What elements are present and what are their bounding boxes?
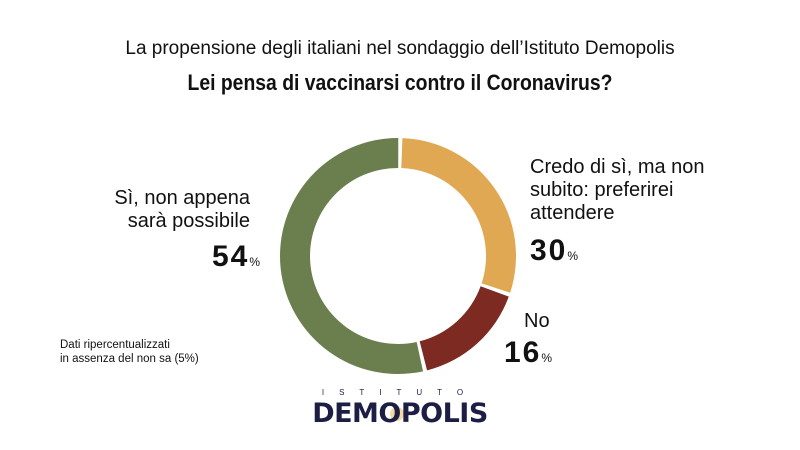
slice-label-no: No — [524, 310, 550, 332]
value: 16 — [504, 336, 542, 369]
slice-value-credo: 30% — [530, 234, 578, 273]
footnote-line: Dati ripercentualizzati — [60, 339, 170, 351]
slice-label-si: Sì, non appena sarà possibile — [114, 187, 250, 232]
footnote: Dati ripercentualizzati in assenza del n… — [60, 338, 199, 366]
unit: % — [249, 255, 260, 269]
footnote-line: in assenza del non sa (5%) — [60, 353, 199, 365]
chart-title: Lei pensa di vaccinarsi contro il Corona… — [187, 70, 613, 95]
donut-slice-1 — [419, 286, 509, 371]
logo-glow — [390, 407, 404, 421]
chart-subtitle: La propensione degli italiani nel sondag… — [125, 38, 675, 59]
donut-slice-2 — [279, 138, 424, 374]
slice-value-no: 16% — [504, 336, 552, 375]
slice-value-si: 54% — [150, 240, 260, 279]
value: 30 — [530, 234, 568, 267]
slice-label-credo: Credo di sì, ma non subito: preferirei a… — [530, 156, 705, 224]
logo-subtitle: ISTITUTO — [321, 388, 479, 397]
logo-demopolis: DEMOPOLIS — [312, 398, 488, 429]
value: 54 — [211, 240, 250, 273]
unit: % — [567, 249, 579, 263]
donut-slice-0 — [401, 138, 516, 293]
unit: % — [541, 351, 553, 365]
